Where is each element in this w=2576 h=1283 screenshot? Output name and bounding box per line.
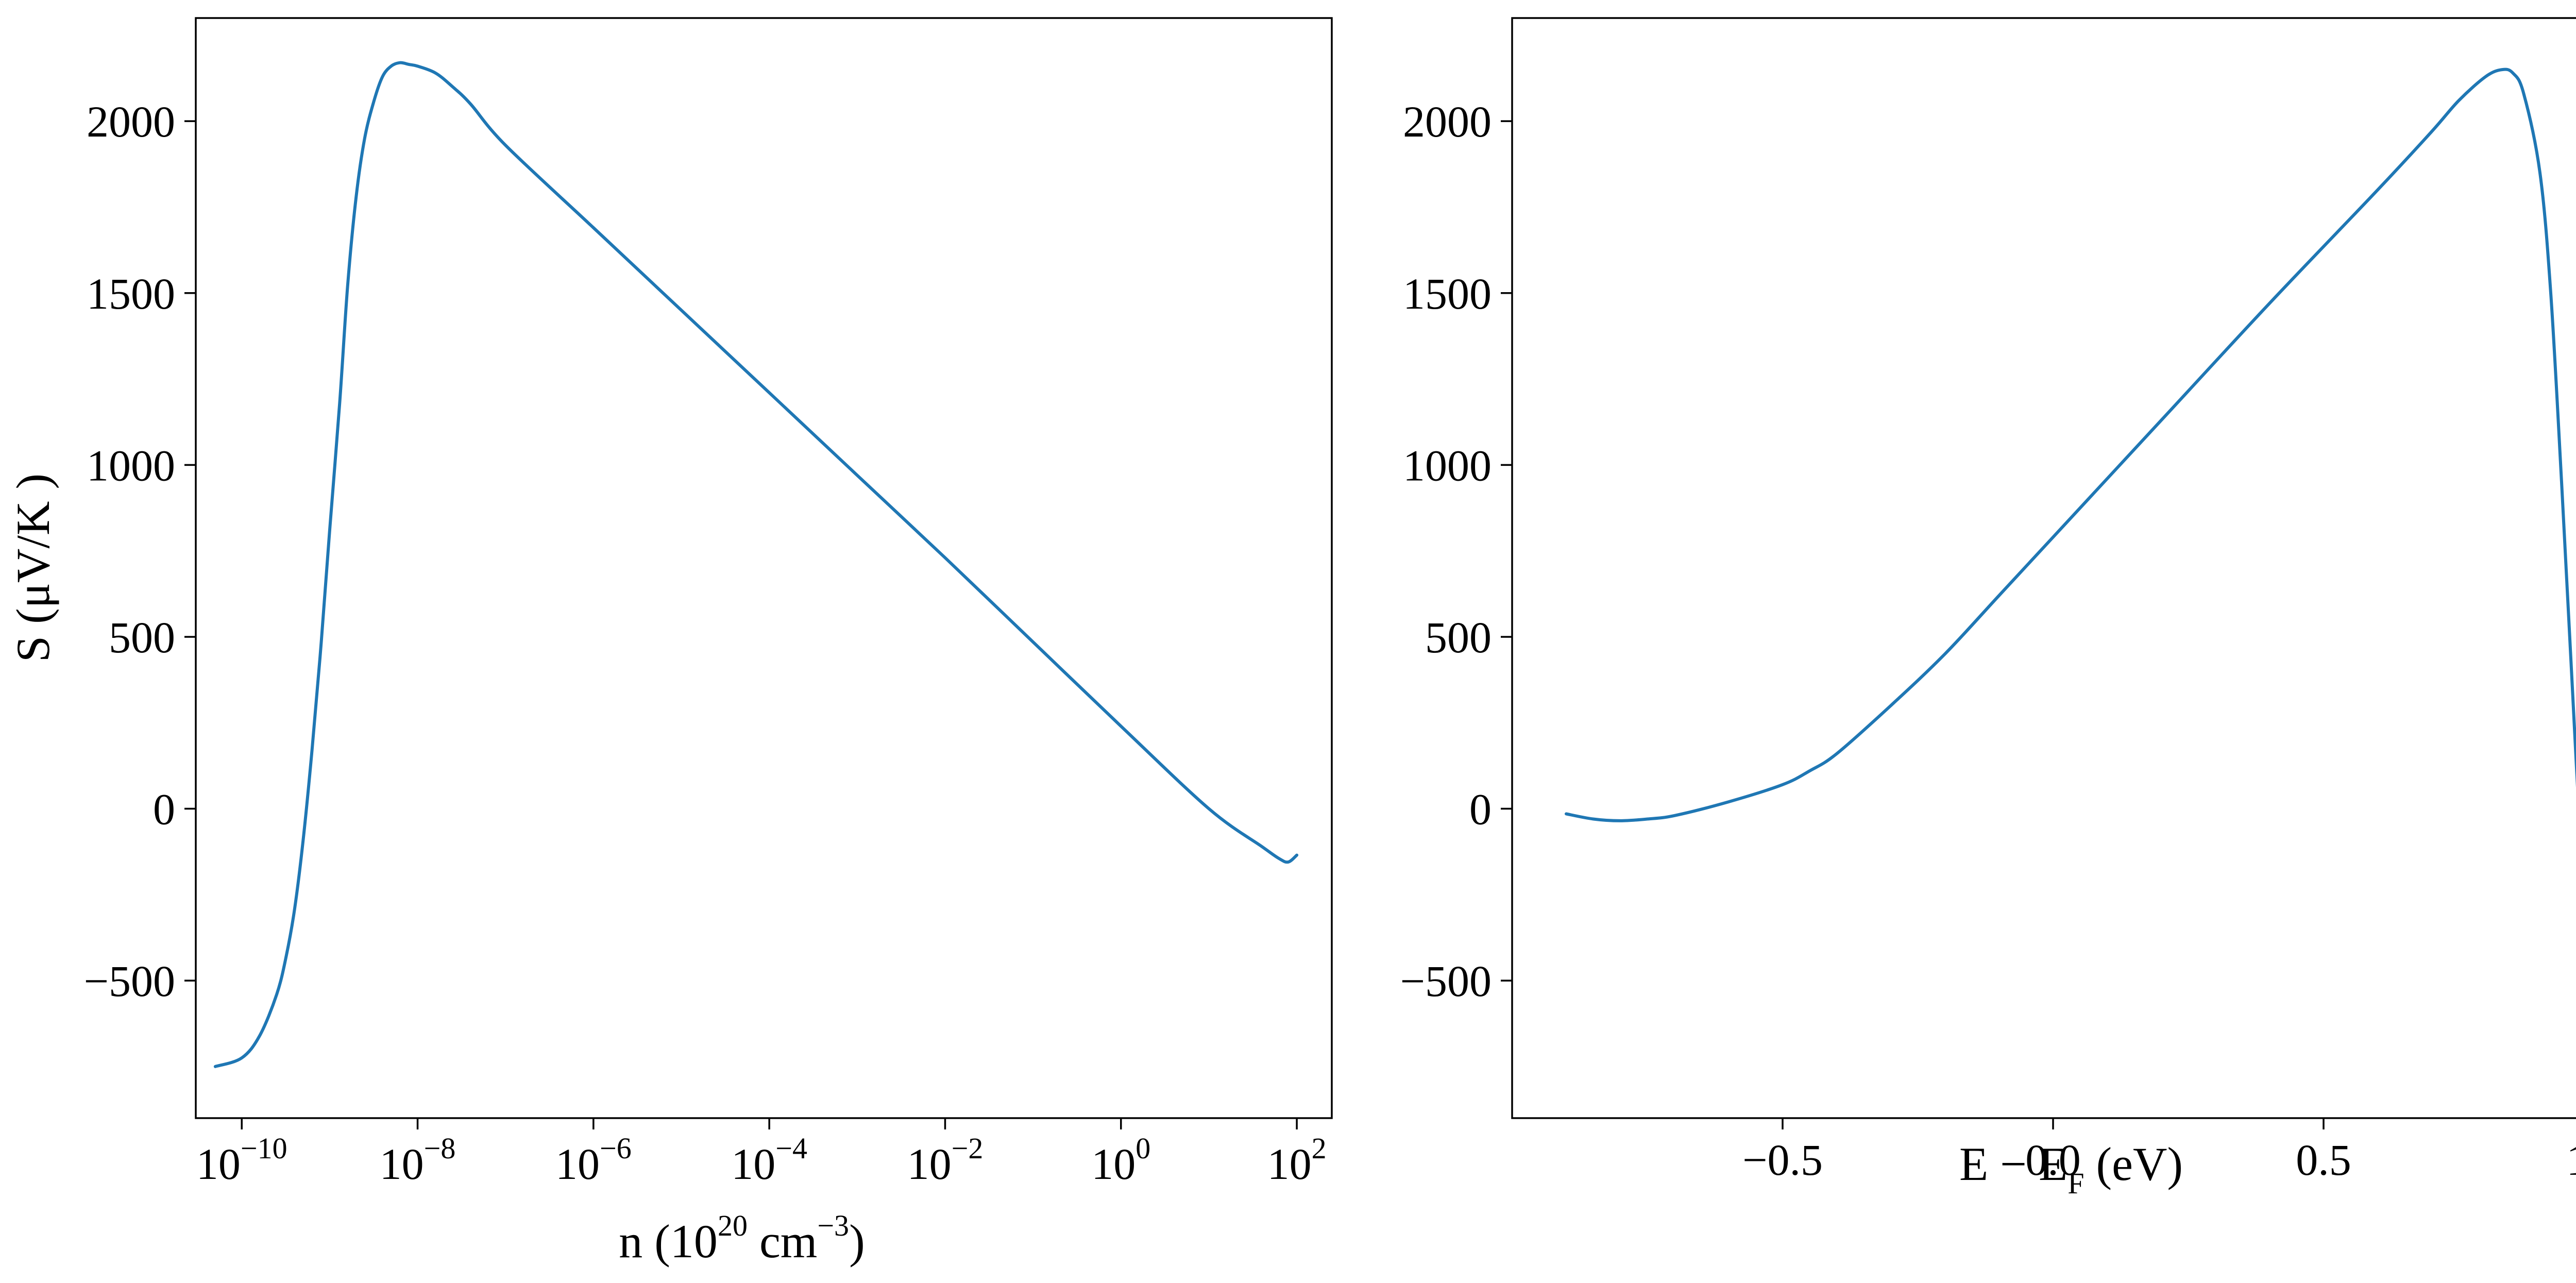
right-series-line	[1565, 67, 2576, 822]
left-y-tick-label: −500	[83, 956, 175, 1006]
left-y-tick-label: 2000	[87, 97, 175, 146]
right-x-tick-label: 1.0	[2566, 1135, 2576, 1185]
left-y-axis: −500 0 500 1000 1500 2000	[83, 97, 196, 1006]
right-panel: −500 0 500 1000 1500 2000 −0.5 0.0 0.5 1.0 E − E…	[1400, 17, 2576, 1200]
left-x-tick-label: 100	[1091, 1132, 1150, 1189]
left-x-axis: 10−10 10−8 10−6 10−4 10−2 100 102	[196, 1118, 1327, 1189]
left-y-tick-label: 1000	[87, 441, 175, 490]
right-x-tick-label: 0.5	[2296, 1135, 2351, 1185]
right-y-tick-label: 1000	[1403, 441, 1492, 490]
left-y-axis-label: S (μV/K )	[7, 474, 59, 662]
left-y-tick-label: 0	[153, 785, 175, 834]
right-x-axis-label: E − EF (eV)	[1959, 1138, 2183, 1200]
right-y-tick-label: 0	[1469, 785, 1492, 834]
left-x-tick-label: 10−6	[555, 1132, 632, 1189]
right-y-tick-label: 500	[1425, 613, 1492, 662]
left-plot-frame	[195, 17, 1333, 1119]
left-x-tick-label: 10−4	[731, 1132, 807, 1189]
right-plot-frame	[1511, 17, 2576, 1119]
left-x-tick-label: 10−8	[380, 1132, 456, 1189]
left-x-tick-label: 102	[1267, 1132, 1327, 1189]
right-y-tick-label: 1500	[1403, 269, 1492, 318]
left-x-axis-label: n (1020 cm−3)	[619, 1209, 865, 1268]
left-y-tick-label: 500	[109, 613, 175, 662]
right-x-axis: −0.5 0.0 0.5 1.0	[1742, 1118, 2576, 1185]
right-x-tick-label: 0.0	[2025, 1135, 2081, 1185]
left-series-line	[213, 61, 1299, 1068]
right-y-axis: −500 0 500 1000 1500 2000	[1400, 97, 1512, 1006]
right-y-tick-label: 2000	[1403, 97, 1492, 146]
left-y-tick-label: 1500	[87, 269, 175, 318]
right-y-tick-label: −500	[1400, 956, 1492, 1006]
left-x-tick-label: 10−10	[196, 1132, 287, 1189]
right-x-tick-label: −0.5	[1742, 1135, 1823, 1185]
left-x-tick-label: 10−2	[907, 1132, 984, 1189]
